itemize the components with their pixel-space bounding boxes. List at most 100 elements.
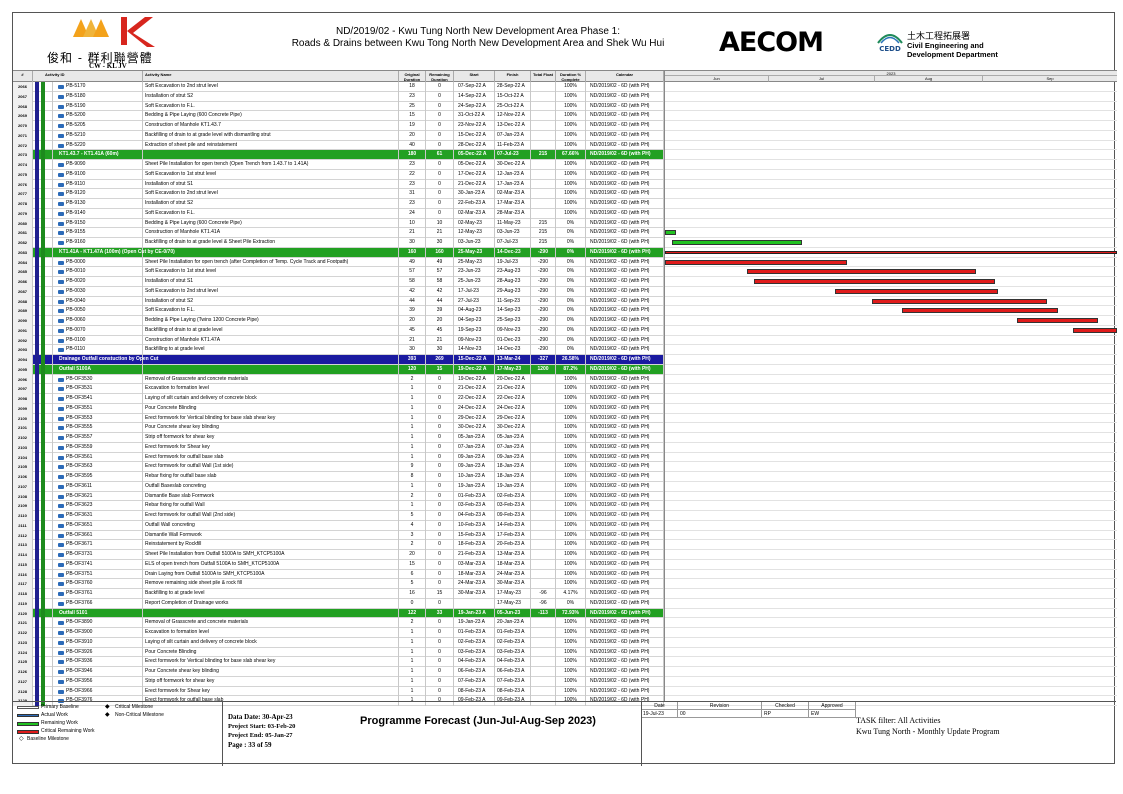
col-header-num[interactable]: # [13,71,33,82]
table-row[interactable]: 2113 PB-OF3671 Reinstatement by Rockfill 2 0… [13,540,664,550]
wbs-group-row[interactable]: 2120 Outfall 5101 122 33 19-Jan-23 A 05-Jun-2… [13,608,664,619]
table-row[interactable]: 2104 PB-OF3561 Erect formwork for outfall … [13,452,664,463]
row-number: 2115 [13,559,33,570]
col-header-activity-name[interactable]: Activity Name [143,71,399,82]
table-row[interactable]: 2116 PB-OF3751 Drain Laying from Outfall 5… [13,569,664,580]
table-row[interactable]: 2123 PB-OF3910 Laying of silt curtain and … [13,637,664,648]
table-row[interactable]: 2100 PB-OF3553 Erect formwork for Vertical… [13,413,664,424]
table-row[interactable]: 2106 PB-OF3595 Rebar fixing for outfall ba… [13,472,664,482]
original-duration: 23 [399,160,426,170]
table-row[interactable]: 2114 PB-OF3731 Sheet Pile Installation fro… [13,550,664,560]
table-row[interactable]: 2099 PB-OF3551 Pour Concrete Blinding 1 0 24-… [13,403,664,414]
col-header-start[interactable]: Start [454,71,495,82]
table-row[interactable]: 2066 PB-5170 Soft Excavation to 2nd strut … [13,82,664,92]
table-row[interactable]: 2122 PB-OF3900 Excavation to formation lev… [13,628,664,638]
table-row[interactable]: 2121 PB-OF3890 Removal of Grasscrete and c… [13,618,664,628]
table-row[interactable]: 2125 PB-OF3936 Erect formwork for Vertical… [13,657,664,667]
col-header-finish[interactable]: Finish [495,71,531,82]
table-row[interactable]: 2077 PB-9120 Soft Excavation to 2nd strut … [13,189,664,199]
table-row[interactable]: 2111 PB-OF3651 Outfall Wall concreting 4 0 10… [13,520,664,531]
gantt-activity-bar[interactable] [753,279,995,284]
wbs-group-row[interactable]: 2073 KT1.43.7 - KT1.41A (60m) 180 61 05-Dec-… [13,150,664,160]
task-icon [58,426,64,431]
table-row[interactable]: 2090 PB-0060 Bedding & Pipe Laying (Twins … [13,316,664,326]
gantt-summary-bar[interactable] [665,250,1117,254]
task-filter: TASK filter: All Activities [856,716,941,725]
table-row[interactable]: 2080 PB-9150 Bedding & Pipe Laying (600 Co… [13,218,664,229]
gantt-activity-bar[interactable] [1072,327,1117,333]
start-date: 07-Feb-23 A [454,676,495,687]
table-row[interactable]: 2089 PB-0050 Soft Excavation to F.L. 39 39 04… [13,306,664,316]
wbs-group-row[interactable]: 2095 Outfall 5100A 120 15 19-Dec-22 A 17-May-… [13,364,664,375]
gantt-activity-bar[interactable] [665,230,677,236]
table-row[interactable]: 2115 PB-OF3741 ELS of open trench from Out… [13,559,664,570]
wbs-group-row[interactable]: 2094 Drainage Outfall constuction by Open… [13,355,664,365]
gantt-activity-bar[interactable] [835,288,999,294]
gantt-activity-bar[interactable] [872,298,1047,304]
table-row[interactable]: 2098 PB-OF3541 Laying of silt curtain and … [13,394,664,404]
table-row[interactable]: 2082 PB-9160 Backfilling of drain to at gr… [13,238,664,248]
table-row[interactable]: 2068 PB-5190 Soft Excavation to F.L. 25 0 24-… [13,101,664,112]
table-row[interactable]: 2101 PB-OF3555 Pour Concrete shear key bli… [13,423,664,433]
table-row[interactable]: 2067 PB-5180 Installation of strut S2 23 0 14… [13,91,664,102]
table-row[interactable]: 2076 PB-9110 Installation of strut S1 23 0 21… [13,179,664,190]
table-row[interactable]: 2079 PB-9140 Soft Excavation to F.L. 24 0 02-… [13,208,664,219]
wbs-band [33,520,53,531]
table-row[interactable]: 2086 PB-0020 Installation of strut S1 58 58 2… [13,277,664,287]
gantt-activity-bar[interactable] [746,269,977,275]
table-row[interactable]: 2069 PB-5200 Bedding & Pipe Laying (600 Co… [13,111,664,121]
table-row[interactable]: 2126 PB-OF3946 Pour Concrete shear key bli… [13,667,664,677]
table-row[interactable]: 2124 PB-OF3926 Pour Concrete Blinding 1 0 03-… [13,647,664,658]
table-row[interactable]: 2128 PB-OF3966 Erect formwork for Shear ke… [13,686,664,697]
table-row[interactable]: 2081 PB-9155 Construction of Manhole KT1.4… [13,228,664,238]
activity-name: Remove remaining side sheet pile & rock … [143,579,399,589]
table-row[interactable]: 2118 PB-OF3761 Backfilling to at grade lev… [13,589,664,599]
table-row[interactable]: 2078 PB-9130 Installation of strut S2 23 0 22… [13,199,664,209]
percent-complete: 100% [556,442,586,453]
table-row[interactable]: 2107 PB-OF3611 Outfall Baseslab concreting… [13,481,664,492]
percent-complete: 100% [556,637,586,648]
table-row[interactable]: 2074 PB-9090 Sheet Pile Installation for o… [13,160,664,170]
table-row[interactable]: 2084 PB-0000 Sheet Pile Installation for o… [13,257,664,268]
finish-date: 18-Jan-23 A [495,472,531,482]
col-header-total-float[interactable]: Total Float [531,71,556,82]
gantt-activity-bar[interactable] [672,240,803,245]
table-row[interactable]: 2112 PB-OF3661 Dismantle Wall Formwork 3 0 15… [13,530,664,541]
table-row[interactable]: 2117 PB-OF3760 Remove remaining side sheet… [13,579,664,589]
col-header-original-duration[interactable]: Original Duration [399,71,426,82]
wbs-group-row[interactable]: 2083 KT1.41A - KT1.47A (100m) (Open Cut b… [13,247,664,258]
col-header-activity-id[interactable]: Activity ID [33,71,143,82]
col-header-calendar[interactable]: Calendar [586,71,664,82]
col-header-percent-complete[interactable]: Duration % Complete [556,71,586,82]
table-row[interactable]: 2091 PB-0070 Backfilling of drain to at gr… [13,325,664,336]
gantt-activity-bar[interactable] [665,259,847,265]
gantt-activity-bar[interactable] [902,308,1058,314]
table-row[interactable]: 2102 PB-OF3557 Strip off formwork for shea… [13,433,664,443]
data-date: Data Date: 30-Apr-23 [228,713,293,721]
col-header-remaining-duration[interactable]: Remaining Duration [426,71,454,82]
table-row[interactable]: 2108 PB-OF3621 Dismantle Base slab Formwor… [13,491,664,502]
table-row[interactable]: 2103 PB-OF3559 Erect formwork for Shear ke… [13,442,664,453]
gantt-activity-bar[interactable] [1016,318,1099,323]
gantt-row-line [665,266,1117,268]
table-row[interactable]: 2085 PB-0010 Soft Excavation to 1st strut … [13,267,664,277]
table-row[interactable]: 2105 PB-OF3563 Erect formwork for outfall … [13,462,664,472]
table-row[interactable]: 2087 PB-0030 Soft Excavation to 2nd strut … [13,286,664,297]
table-row[interactable]: 2072 PB-5220 Extraction of sheet pile and … [13,140,664,151]
table-row[interactable]: 2075 PB-9100 Soft Excavation to 1st strut … [13,169,664,180]
table-row[interactable]: 2119 PB-OF3766 Report Completion of Draina… [13,598,664,609]
table-row[interactable]: 2127 PB-OF3956 Strip off formwork for shea… [13,676,664,687]
table-row[interactable]: 2092 PB-0100 Construction of Manhole KT1.4… [13,335,664,346]
calendar: ND/2019/02 - 6D (with PH) [586,101,664,112]
original-duration: 5 [399,511,426,521]
table-row[interactable]: 2088 PB-0040 Installation of strut S2 44 44 2… [13,296,664,307]
table-row[interactable]: 2110 PB-OF3631 Erect formwork for outfall … [13,511,664,521]
table-row[interactable]: 2071 PB-5210 Backfilling of drain to at gr… [13,130,664,141]
table-row[interactable]: 2093 PB-0110 Backfilling to at grade level… [13,345,664,355]
table-row[interactable]: 2109 PB-OF3623 Rebar fixing for outfall Wa… [13,501,664,511]
table-row[interactable]: 2096 PB-OF3530 Removal of Grasscrete and c… [13,374,664,385]
table-row[interactable]: 2097 PB-OF3531 Excavation to formation lev… [13,384,664,394]
total-float [531,160,556,170]
task-icon [58,143,64,148]
table-row[interactable]: 2070 PB-5205 Construction of Manhole KT1.4… [13,121,664,131]
